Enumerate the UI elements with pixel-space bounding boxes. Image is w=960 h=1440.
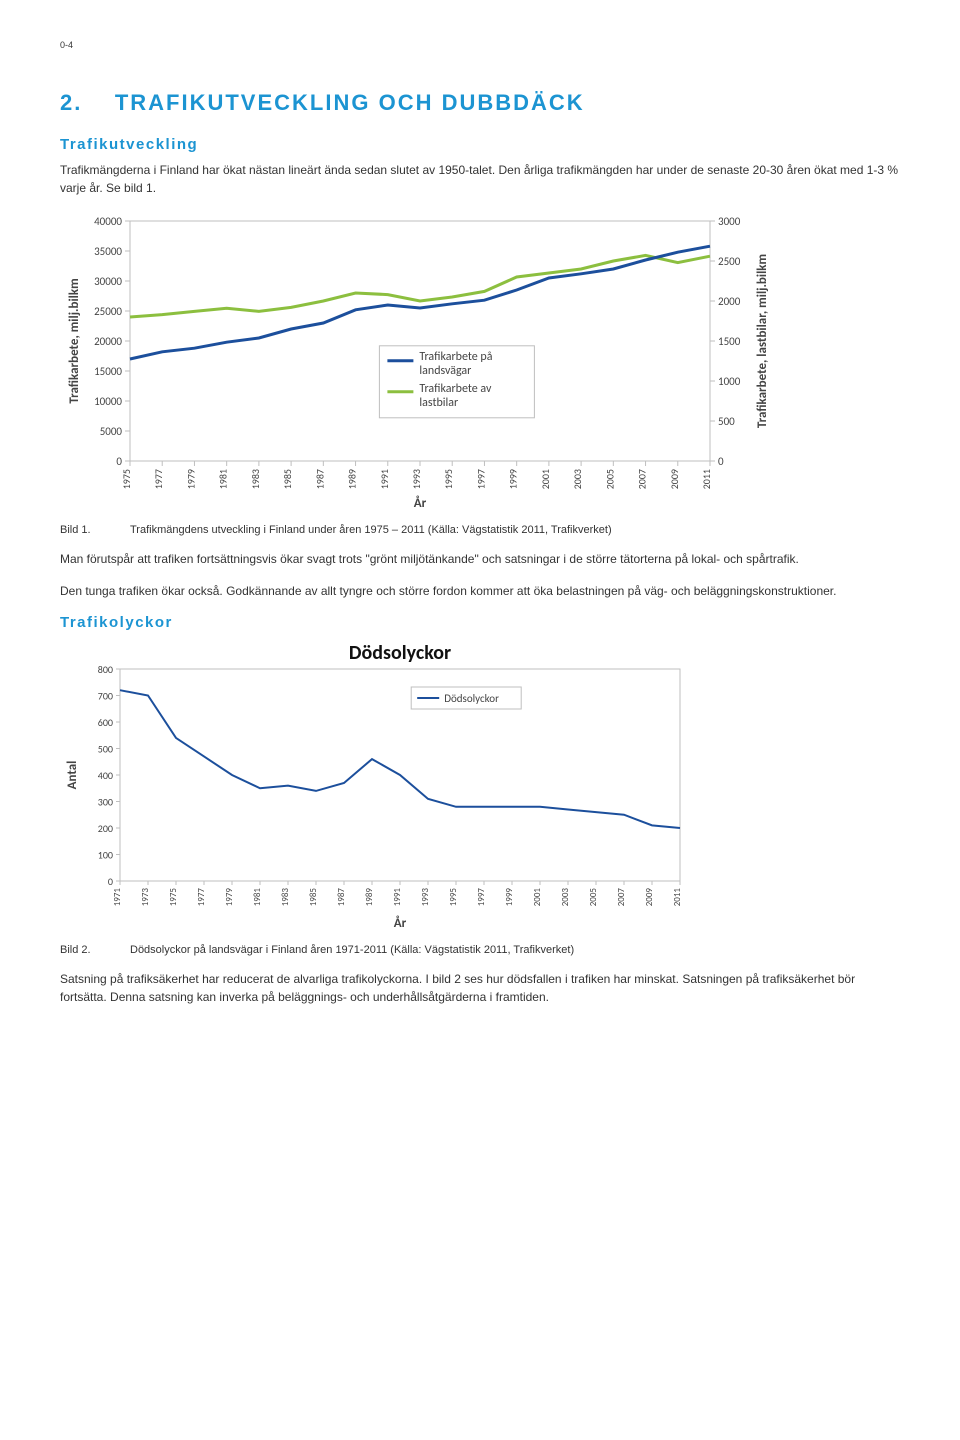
svg-text:2011: 2011 (672, 888, 683, 907)
caption-1: Bild 1. Trafikmängdens utveckling i Finl… (60, 524, 900, 536)
subheading-trafikutveckling: Trafikutveckling (60, 136, 900, 153)
svg-text:1991: 1991 (378, 469, 391, 489)
paragraph-intro: Trafikmängderna i Finland har ökat nästa… (60, 161, 900, 197)
svg-text:25000: 25000 (94, 305, 122, 318)
svg-text:2000: 2000 (718, 295, 741, 308)
svg-text:1981: 1981 (217, 469, 230, 489)
svg-text:0: 0 (116, 455, 122, 468)
svg-text:1995: 1995 (448, 888, 459, 907)
chart-2: Dödsolyckor 0 100 200 300 400 500 600 700 800 1971… (60, 641, 900, 936)
svg-text:1973: 1973 (140, 888, 151, 907)
svg-text:10000: 10000 (94, 395, 122, 408)
caption-1-label: Bild 1. (60, 524, 130, 536)
svg-text:Trafikarbete på: Trafikarbete på (419, 350, 492, 364)
svg-text:800: 800 (98, 663, 113, 676)
svg-text:1981: 1981 (252, 888, 263, 907)
svg-text:1977: 1977 (196, 888, 207, 907)
svg-text:1987: 1987 (313, 469, 326, 489)
svg-text:1500: 1500 (718, 335, 741, 348)
svg-text:500: 500 (718, 415, 735, 428)
section-heading: 2. TRAFIKUTVECKLING OCH DUBBDÄCK (60, 90, 900, 116)
svg-text:0: 0 (718, 455, 724, 468)
svg-text:1989: 1989 (346, 469, 359, 489)
svg-text:1995: 1995 (442, 469, 455, 489)
svg-text:2003: 2003 (571, 469, 584, 489)
svg-text:2500: 2500 (718, 255, 741, 268)
section-number: 2. (60, 90, 82, 115)
svg-text:1985: 1985 (308, 888, 319, 907)
svg-text:Trafikarbete av: Trafikarbete av (419, 382, 492, 396)
svg-text:0: 0 (108, 875, 113, 888)
chart-1: 0500010000150002000025000300003500040000… (60, 211, 900, 516)
svg-text:600: 600 (98, 716, 113, 729)
svg-text:År: År (394, 915, 407, 931)
svg-text:2011: 2011 (700, 469, 713, 489)
svg-text:3000: 3000 (718, 215, 741, 228)
svg-text:1985: 1985 (281, 469, 294, 489)
svg-text:1997: 1997 (474, 469, 487, 489)
svg-text:2009: 2009 (644, 888, 655, 907)
svg-text:1977: 1977 (152, 469, 165, 489)
svg-text:1971: 1971 (112, 888, 123, 907)
svg-text:2007: 2007 (636, 469, 649, 489)
caption-1-text: Trafikmängdens utveckling i Finland unde… (130, 524, 900, 536)
svg-text:2003: 2003 (560, 888, 571, 907)
svg-text:1987: 1987 (336, 888, 347, 907)
svg-text:Trafikarbete, lastbilar, milj.: Trafikarbete, lastbilar, milj.bilkm (755, 254, 770, 428)
svg-text:1979: 1979 (184, 469, 197, 489)
svg-text:2001: 2001 (539, 469, 552, 489)
svg-text:1993: 1993 (420, 888, 431, 907)
caption-2: Bild 2. Dödsolyckor på landsvägar i Finl… (60, 944, 900, 956)
svg-text:20000: 20000 (94, 335, 122, 348)
svg-text:1983: 1983 (249, 469, 262, 489)
svg-text:2009: 2009 (668, 469, 681, 489)
svg-text:1997: 1997 (476, 888, 487, 907)
subheading-trafikolyckor: Trafikolyckor (60, 614, 900, 631)
svg-text:Antal: Antal (65, 761, 80, 790)
svg-text:500: 500 (98, 743, 113, 756)
svg-text:1983: 1983 (280, 888, 291, 907)
svg-text:2007: 2007 (616, 888, 627, 907)
svg-text:700: 700 (98, 690, 113, 703)
svg-text:1979: 1979 (224, 888, 235, 907)
svg-text:30000: 30000 (94, 275, 122, 288)
svg-text:1993: 1993 (410, 469, 423, 489)
svg-text:landsvägar: landsvägar (419, 364, 471, 378)
svg-text:1975: 1975 (168, 888, 179, 907)
svg-text:200: 200 (98, 822, 113, 835)
paragraph-forecast: Man förutspår att trafiken fortsättnings… (60, 550, 900, 568)
paragraph-heavytraffic: Den tunga trafiken ökar också. Godkännan… (60, 582, 900, 600)
svg-text:1999: 1999 (507, 469, 520, 489)
caption-2-label: Bild 2. (60, 944, 130, 956)
svg-text:lastbilar: lastbilar (419, 396, 458, 410)
svg-text:Dödsolyckor: Dödsolyckor (444, 692, 499, 705)
svg-text:2001: 2001 (532, 888, 543, 907)
page-number: 0-4 (60, 40, 900, 50)
section-title: TRAFIKUTVECKLING OCH DUBBDÄCK (115, 90, 585, 115)
svg-text:40000: 40000 (94, 215, 122, 228)
caption-2-text: Dödsolyckor på landsvägar i Finland åren… (130, 944, 900, 956)
svg-text:400: 400 (98, 769, 113, 782)
svg-text:15000: 15000 (94, 365, 122, 378)
svg-text:5000: 5000 (100, 425, 123, 438)
svg-text:2005: 2005 (588, 888, 599, 907)
svg-text:Trafikarbete, milj.bilkm: Trafikarbete, milj.bilkm (67, 278, 82, 403)
svg-text:100: 100 (98, 849, 113, 862)
svg-text:År: År (414, 495, 427, 511)
svg-text:1991: 1991 (392, 888, 403, 907)
svg-text:2005: 2005 (603, 469, 616, 489)
paragraph-safety: Satsning på trafiksäkerhet har reducerat… (60, 970, 900, 1006)
svg-text:1999: 1999 (504, 888, 515, 907)
svg-text:1989: 1989 (364, 888, 375, 907)
svg-text:1975: 1975 (120, 469, 133, 489)
svg-text:300: 300 (98, 796, 113, 809)
svg-text:Dödsolyckor: Dödsolyckor (349, 641, 451, 665)
svg-text:1000: 1000 (718, 375, 741, 388)
svg-text:35000: 35000 (94, 245, 122, 258)
